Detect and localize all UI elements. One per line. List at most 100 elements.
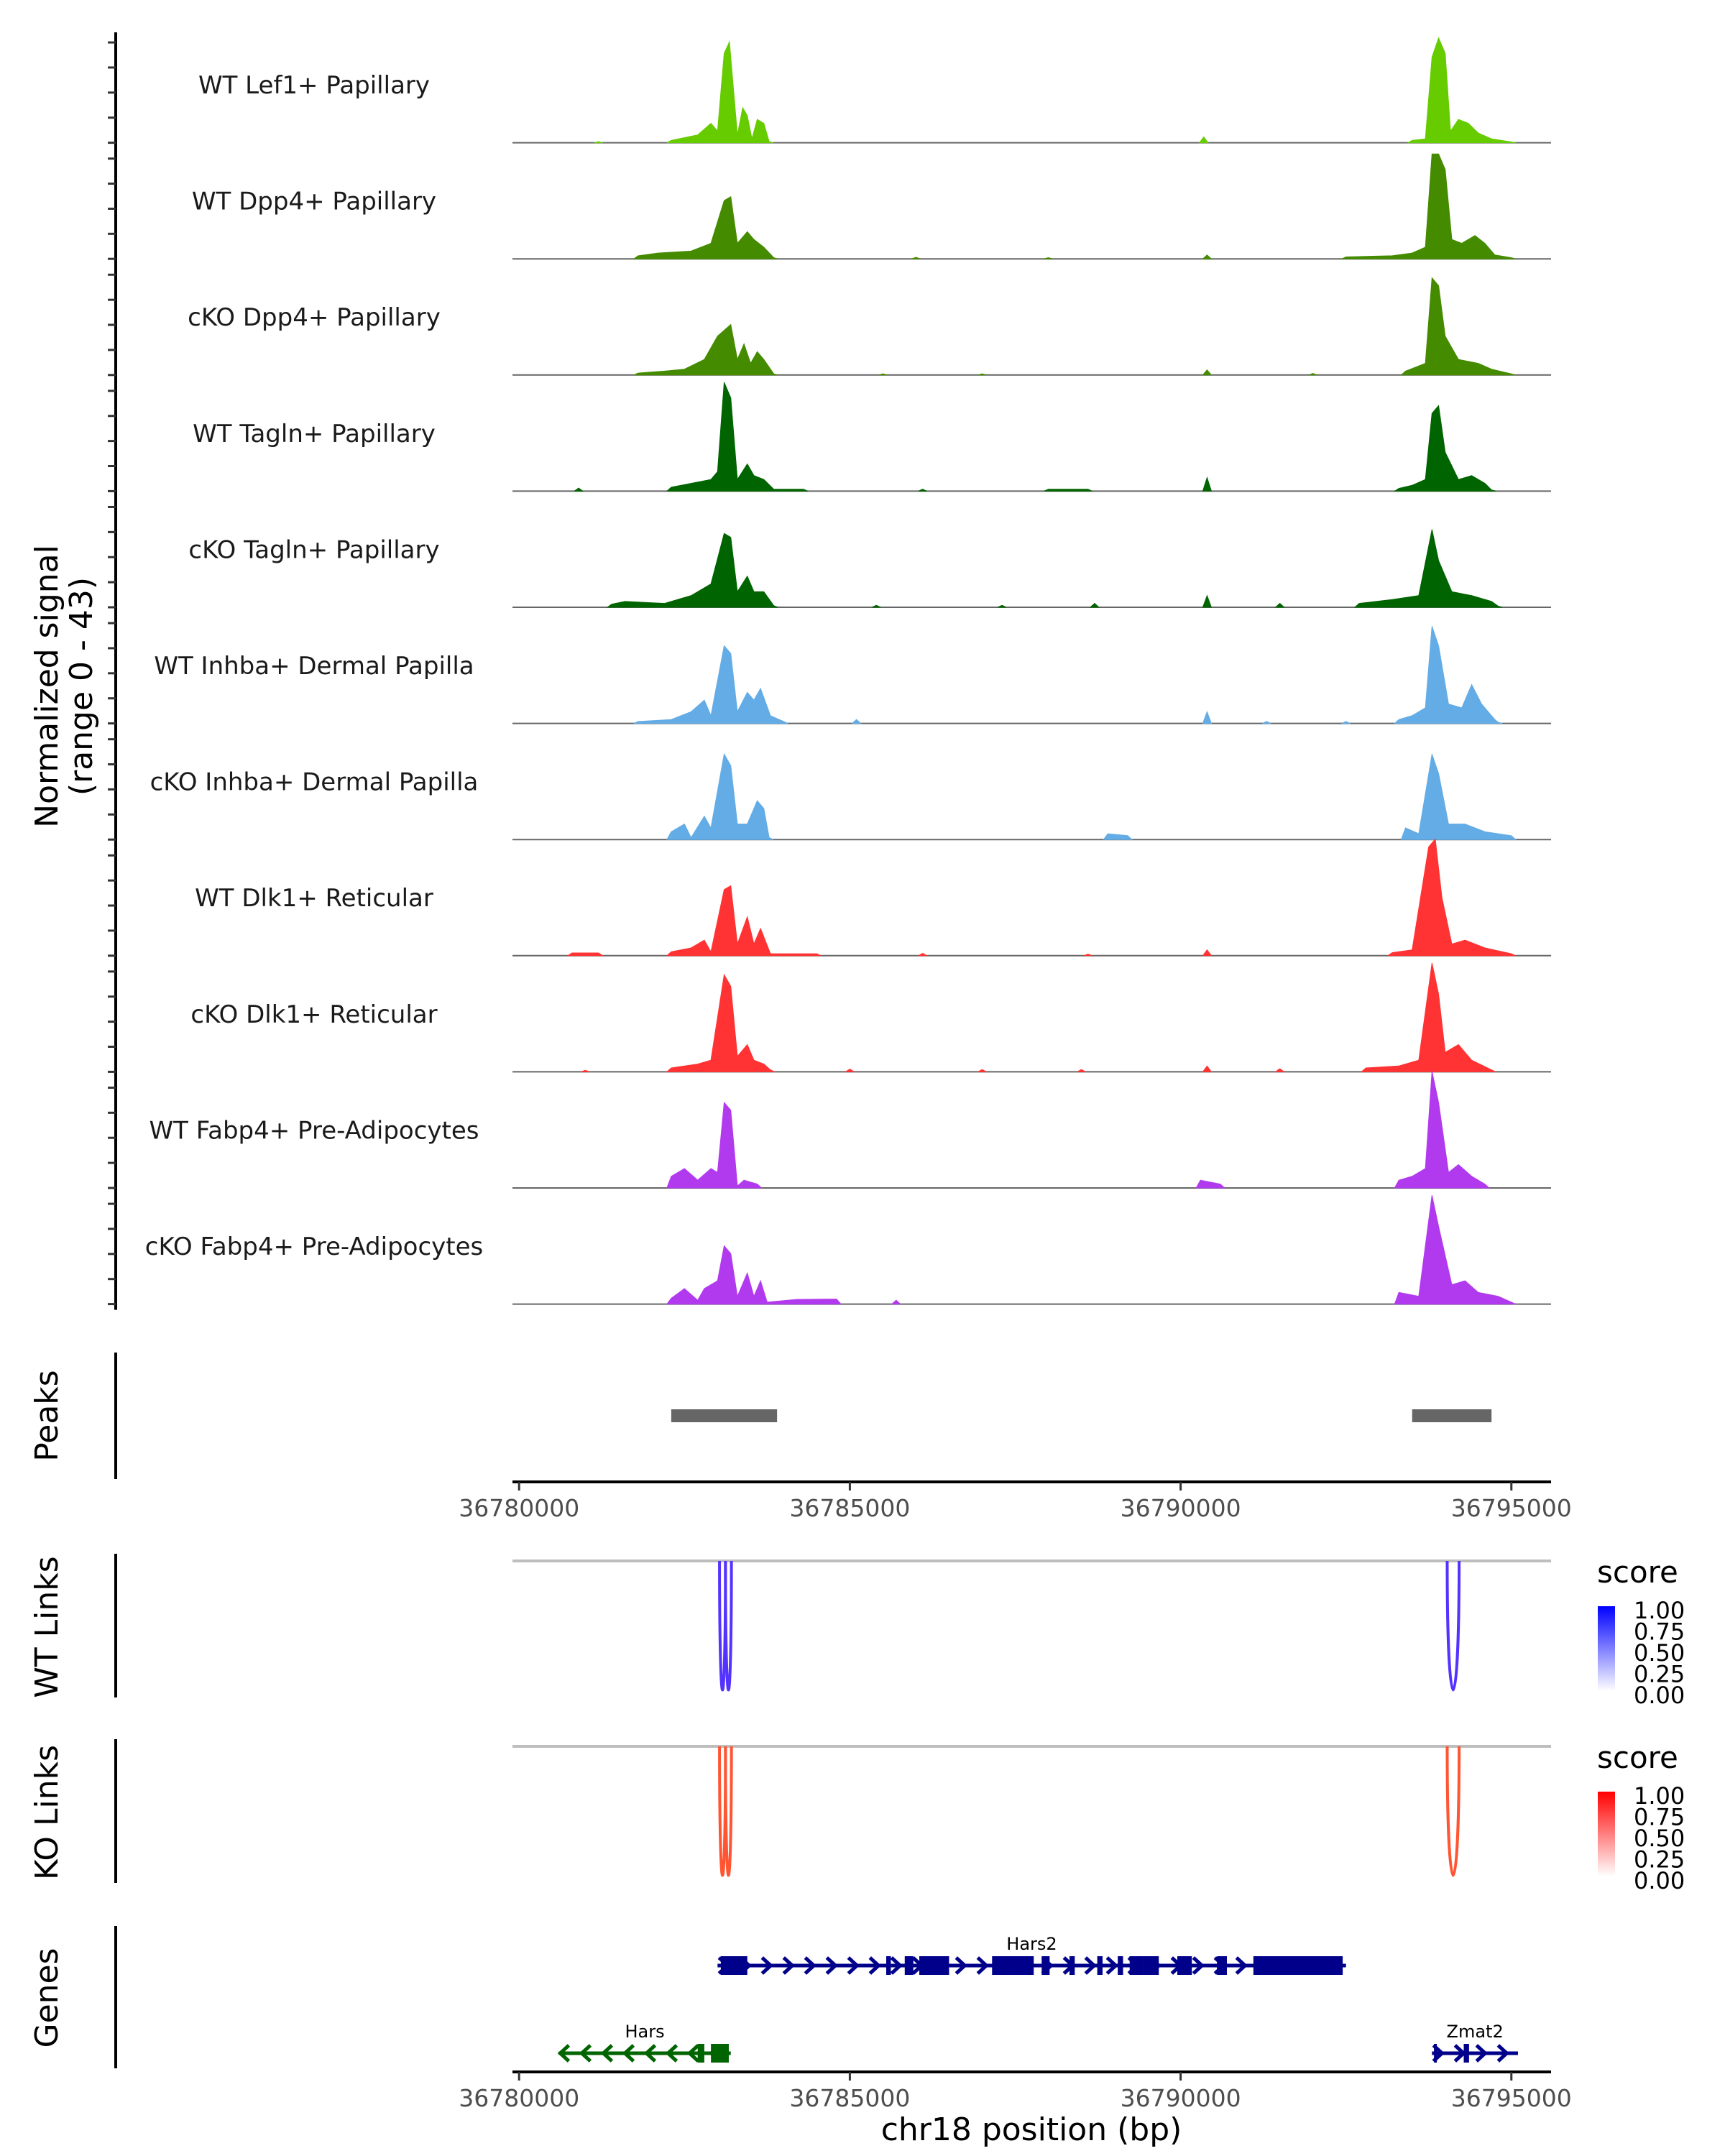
strand-arrow-icon (1475, 2044, 1489, 2063)
link-arc (724, 1560, 733, 1692)
track-6: cKO Inhba+ Dermal Papilla (150, 752, 1551, 841)
gene-exon (711, 2044, 729, 2063)
links-label: WT Links (29, 1556, 65, 1697)
legend-title: score (1597, 1554, 1678, 1590)
gene-exon (1069, 1956, 1075, 1975)
coverage-tracks: WT Lef1+ Papillary WT Dpp4+ Papillary cKO … (145, 37, 1551, 1305)
track-label: cKO Tagln+ Papillary (188, 535, 439, 564)
x-axis-bottom: 36780000 36785000 36790000 36795000 (459, 2070, 1572, 2112)
signal-axis-title-line1: Normalized signal (29, 545, 65, 828)
track-signal-area (666, 1071, 1491, 1189)
track-label: cKO Dpp4+ Papillary (188, 303, 441, 332)
track-9: WT Fabp4+ Pre-Adipocytes (150, 1071, 1551, 1189)
legend-tick-label: 0.50 (1634, 1825, 1685, 1852)
gene-exon (720, 1956, 748, 1975)
x-axis-title: chr18 position (bp) (881, 2111, 1182, 2148)
track-signal-area (566, 838, 1516, 957)
x-tick-label: 36780000 (459, 2084, 579, 2112)
link-arc (1445, 1746, 1461, 1877)
gene-exon (886, 1956, 891, 1975)
strand-arrow-icon (665, 2044, 678, 2063)
legend-tick-label: 0.75 (1634, 1618, 1685, 1646)
strand-arrow-icon (868, 1956, 882, 1975)
link-arc (1445, 1560, 1461, 1692)
genes-label: Genes (29, 1948, 65, 2047)
legend-colorbar (1598, 1792, 1615, 1876)
strand-arrow-icon (1496, 2044, 1510, 2063)
gene-exon (1129, 1956, 1144, 1975)
strand-arrow-icon (557, 2044, 571, 2063)
gene-name-label: Hars (625, 2022, 665, 2042)
gene-exon (697, 2044, 704, 2063)
gene-hars: Hars (557, 2022, 731, 2063)
legend-tick-label: 0.25 (1634, 1846, 1685, 1874)
strand-arrow-icon (804, 1956, 817, 1975)
gene-name-label: Hars2 (1006, 1934, 1057, 1954)
track-1: WT Dpp4+ Papillary (192, 153, 1551, 260)
x-tick-label: 36780000 (459, 1494, 579, 1522)
strand-arrow-icon (1105, 1956, 1119, 1975)
gene-exon (919, 1956, 949, 1975)
track-4: cKO Tagln+ Papillary (188, 529, 1551, 608)
track-2: cKO Dpp4+ Papillary (188, 277, 1551, 376)
strand-arrow-icon (976, 1956, 990, 1975)
signal-y-axis (108, 32, 117, 1310)
legend-tick-label: 0.25 (1634, 1661, 1685, 1688)
gene-exon (1097, 1956, 1103, 1975)
gene-exon (1217, 1956, 1228, 1975)
strand-arrow-icon (954, 1956, 968, 1975)
track-10: cKO Fabp4+ Pre-Adipocytes (145, 1195, 1551, 1305)
links-label: KO Links (29, 1745, 65, 1880)
strand-arrow-icon (1084, 1956, 1098, 1975)
gene-name-label: Zmat2 (1447, 2022, 1504, 2042)
gene-exon (992, 1956, 1016, 1975)
track-5: WT Inhba+ Dermal Papilla (154, 626, 1551, 724)
track-signal-area (606, 529, 1503, 608)
track-8: cKO Dlk1+ Reticular (190, 962, 1551, 1073)
gene-exon (1015, 1956, 1034, 1975)
strand-arrow-icon (1235, 1956, 1248, 1975)
x-tick-label: 36785000 (789, 2084, 910, 2112)
x-tick-label: 36790000 (1121, 1494, 1241, 1522)
x-axis-top: 36780000 36785000 36790000 36795000 (459, 1480, 1572, 1522)
track-label: cKO Dlk1+ Reticular (190, 1000, 437, 1029)
x-tick-label: 36795000 (1451, 2084, 1572, 2112)
strand-arrow-icon (579, 2044, 592, 2063)
legend-tick-label: 1.00 (1634, 1597, 1685, 1624)
track-label: cKO Inhba+ Dermal Papilla (150, 768, 479, 797)
track-label: WT Tagln+ Papillary (193, 420, 436, 448)
track-label: WT Dlk1+ Reticular (195, 884, 433, 913)
legend-tick-label: 0.00 (1634, 1682, 1685, 1709)
legend-tick-label: 0.00 (1634, 1867, 1685, 1894)
track-7: WT Dlk1+ Reticular (195, 838, 1551, 957)
peaks-label: Peaks (29, 1370, 65, 1461)
track-label: WT Lef1+ Papillary (198, 71, 430, 100)
score-legend: score 1.000.750.500.250.00 (1597, 1740, 1685, 1894)
track-signal-area (666, 752, 1517, 840)
track-label: WT Dpp4+ Papillary (192, 188, 436, 216)
strand-arrow-icon (1192, 1956, 1205, 1975)
strand-arrow-icon (847, 1956, 860, 1975)
legend-colorbar (1598, 1606, 1615, 1691)
links-panel-0: WT Links score 1.000.750.500.250.00 (29, 1554, 1685, 1709)
track-label: cKO Fabp4+ Pre-Adipocytes (145, 1233, 484, 1261)
score-legend: score 1.000.750.500.250.00 (1597, 1554, 1685, 1709)
track-signal-area (581, 962, 1496, 1072)
track-signal-area (633, 626, 1503, 724)
strand-arrow-icon (600, 2044, 614, 2063)
track-label: WT Fabp4+ Pre-Adipocytes (150, 1116, 479, 1145)
gene-exon (1434, 2044, 1438, 2063)
legend-tick-label: 1.00 (1634, 1782, 1685, 1810)
track-signal-area (594, 37, 1516, 144)
legend-tick-label: 0.50 (1634, 1639, 1685, 1667)
x-tick-label: 36790000 (1121, 2084, 1241, 2112)
track-3: WT Tagln+ Papillary (193, 382, 1551, 492)
gene-exon (1177, 1956, 1192, 1975)
legend-title: score (1597, 1740, 1678, 1775)
gene-exon (1463, 2044, 1469, 2063)
gene-exon (904, 1956, 914, 1975)
strand-arrow-icon (622, 2044, 635, 2063)
gene-exon (1041, 1956, 1050, 1975)
strand-arrow-icon (1453, 2044, 1467, 2063)
